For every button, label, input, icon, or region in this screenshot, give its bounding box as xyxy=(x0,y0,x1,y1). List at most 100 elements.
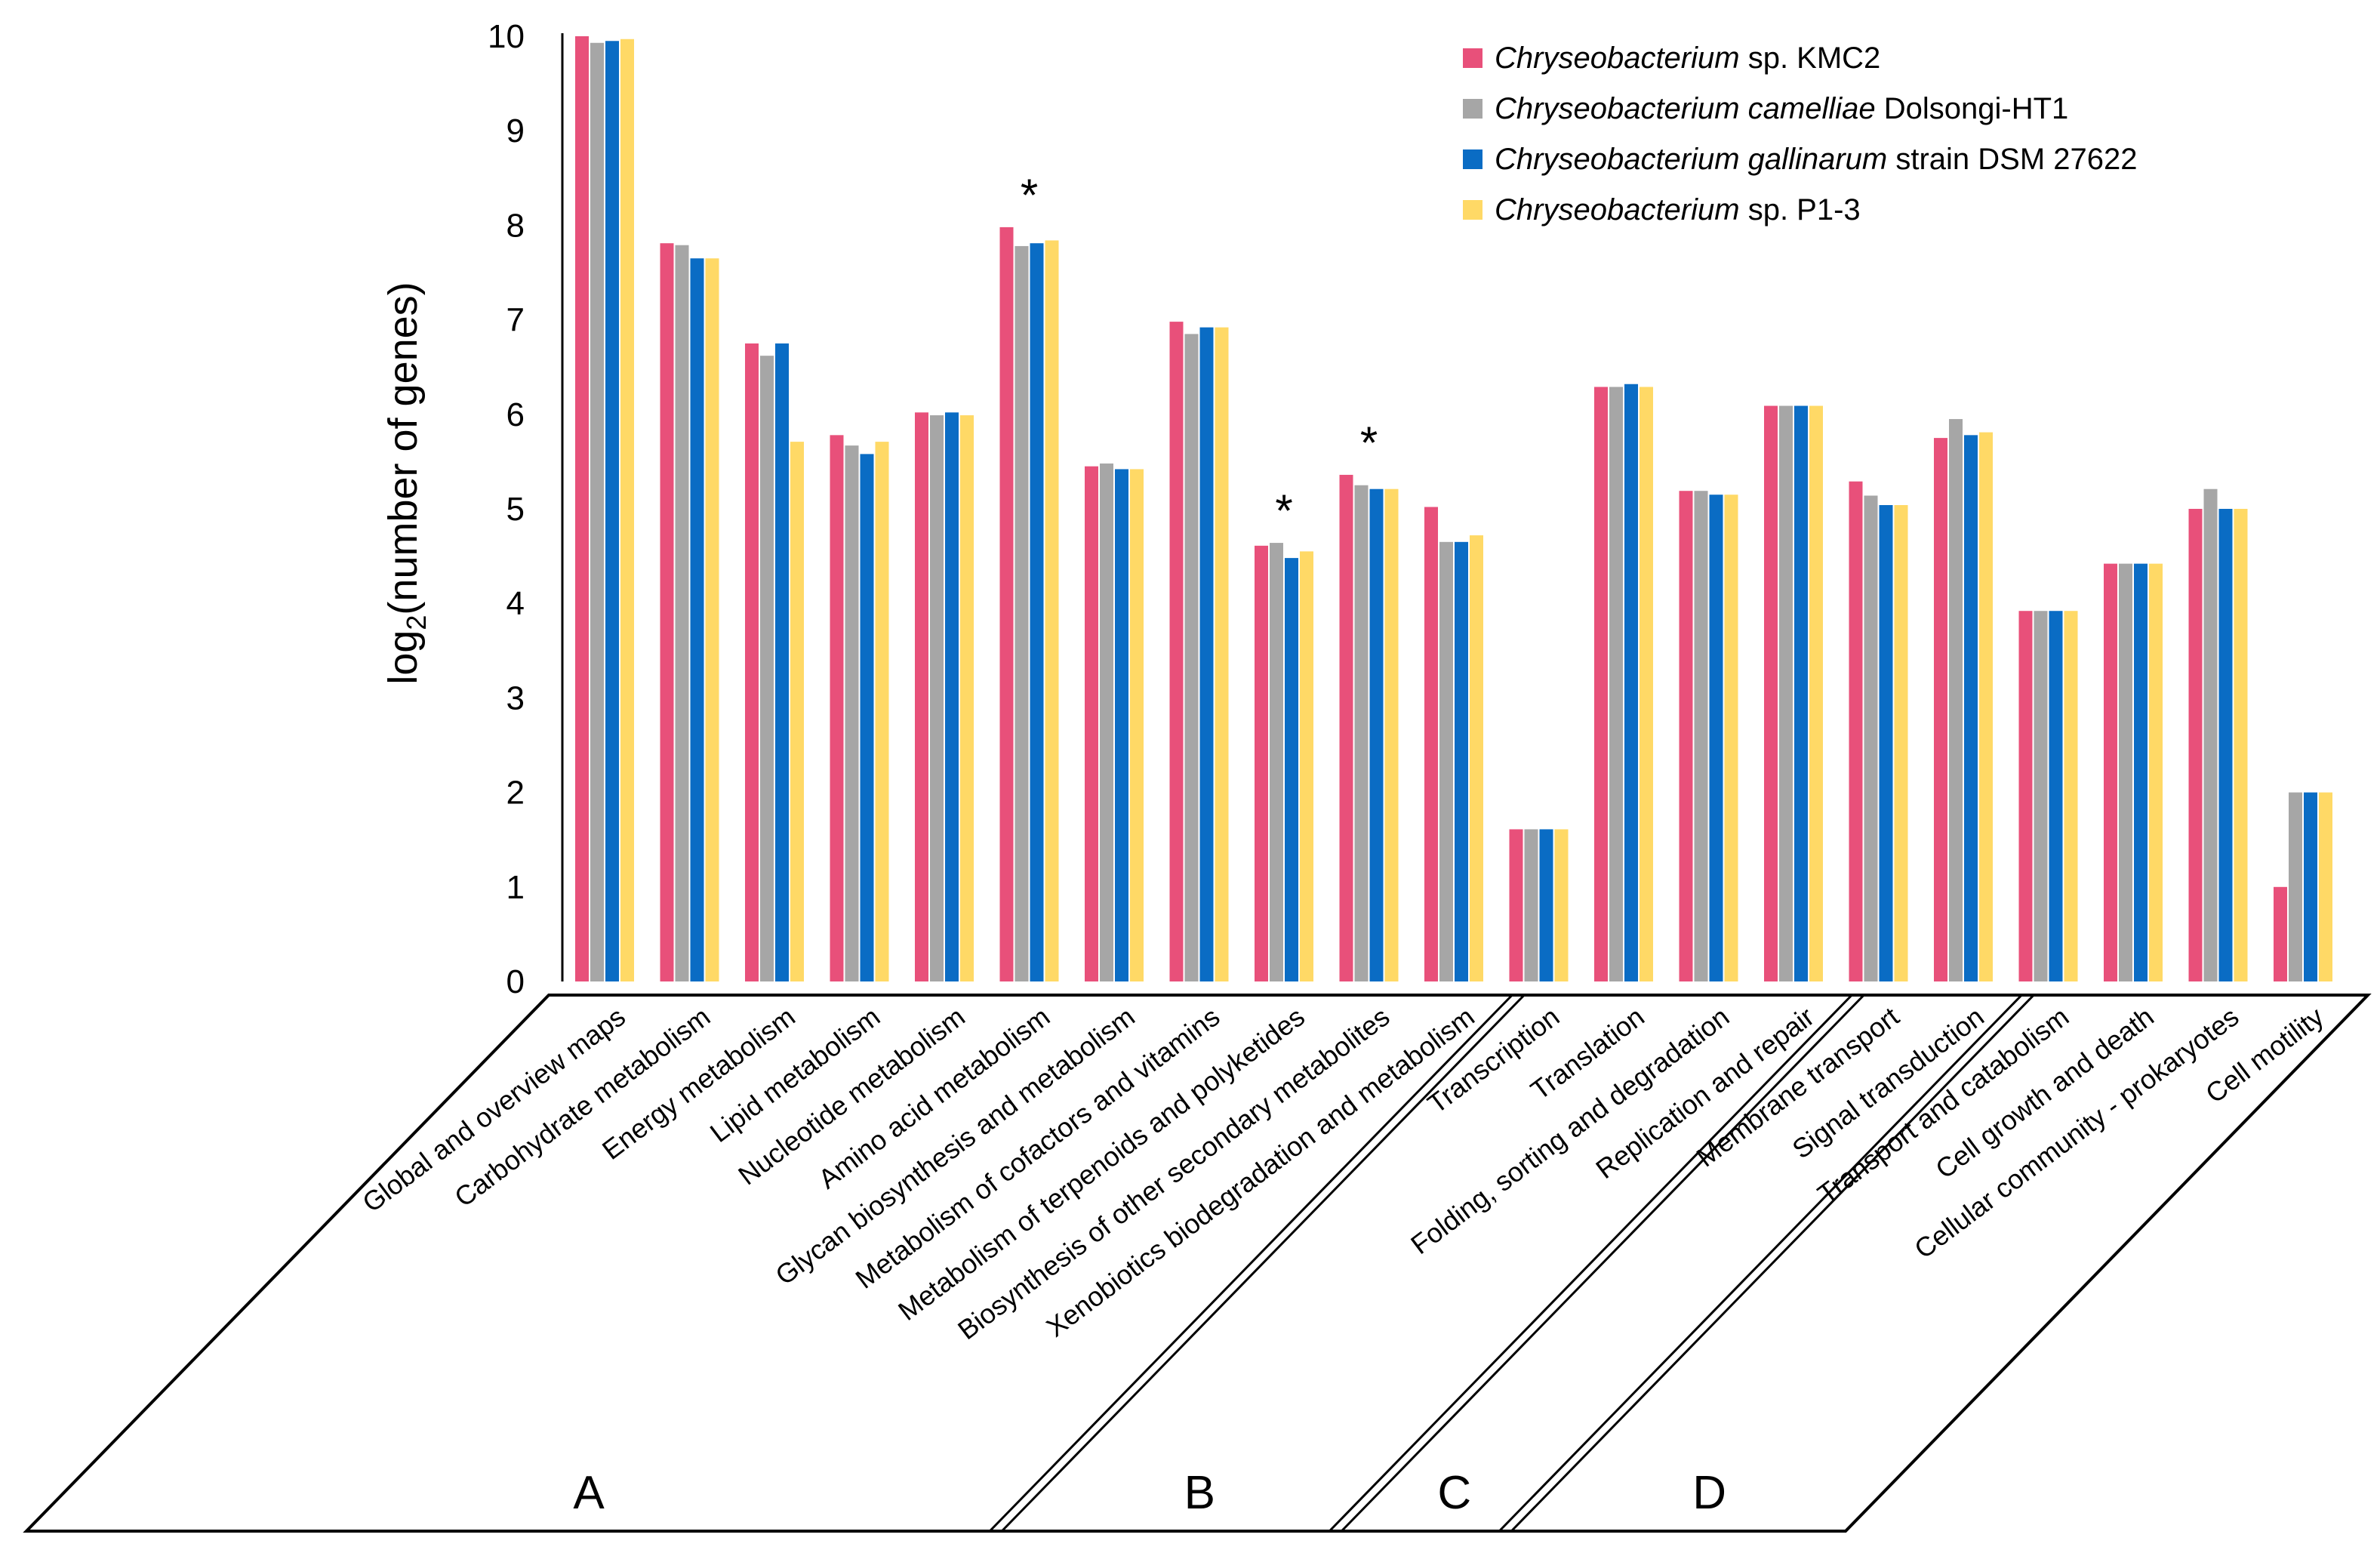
bar xyxy=(1369,488,1384,981)
significance-marker: * xyxy=(1360,418,1378,468)
y-axis: 0 1 2 3 4 5 6 7 8 9 10 xyxy=(488,18,564,1000)
legend-swatch xyxy=(1463,149,1482,169)
bar xyxy=(745,343,759,981)
bar xyxy=(2274,886,2287,981)
annotations: * * * xyxy=(1021,170,1378,536)
bar xyxy=(1184,334,1199,981)
bar xyxy=(1554,829,1569,981)
bar xyxy=(1694,491,1708,981)
y-axis-label-subscript: 2 xyxy=(401,615,432,630)
bar xyxy=(2049,611,2063,981)
category-panel xyxy=(23,994,2372,1533)
bar xyxy=(575,36,589,981)
bar xyxy=(760,356,774,981)
bar xyxy=(1100,463,1113,981)
y-tick-label: 6 xyxy=(506,396,525,433)
bar xyxy=(1169,322,1184,981)
bar xyxy=(915,412,928,981)
y-axis-label-base: log xyxy=(380,630,426,685)
bar xyxy=(1879,504,1893,981)
bar xyxy=(1085,466,1098,981)
bar xyxy=(1045,240,1059,981)
bar xyxy=(790,442,804,981)
y-tick-label: 10 xyxy=(488,18,525,55)
bar xyxy=(1524,829,1538,981)
group-label: B xyxy=(1184,1467,1215,1519)
legend-entry: Chryseobacterium sp. P1-3 xyxy=(1495,193,1861,226)
bar xyxy=(1470,535,1483,981)
bar xyxy=(1215,327,1229,982)
legend-swatch xyxy=(1463,48,1482,68)
bar xyxy=(1794,405,1808,981)
category-panel-outline xyxy=(23,994,2372,1533)
group-divider-line xyxy=(1001,994,1526,1533)
bars xyxy=(575,36,2332,982)
bar xyxy=(1849,481,1863,981)
legend-entry-strain: Dolsongi-HT1 xyxy=(1876,92,2069,125)
bar xyxy=(1539,829,1553,981)
bar xyxy=(2018,611,2033,981)
bar xyxy=(1679,491,1693,981)
y-tick-label: 8 xyxy=(506,207,525,244)
category-groups: A B C D xyxy=(573,1467,1726,1519)
bar xyxy=(1949,419,1963,981)
bar xyxy=(930,415,944,981)
bar xyxy=(590,42,604,981)
bar xyxy=(775,343,789,981)
bar xyxy=(945,412,959,981)
bar xyxy=(999,226,1014,981)
bar xyxy=(1809,405,1823,981)
group-divider-line xyxy=(1510,994,2035,1533)
bar xyxy=(2234,509,2248,981)
bar xyxy=(705,258,719,982)
group-divider-line xyxy=(1341,994,1865,1533)
legend-entry-genus: Chryseobacterium xyxy=(1495,193,1740,226)
bar xyxy=(620,39,634,982)
bar xyxy=(1424,507,1438,981)
bar xyxy=(1864,495,1878,981)
bar xyxy=(1455,541,1468,981)
bar xyxy=(1979,432,1993,981)
legend: Chryseobacterium sp. KMC2Chryseobacteriu… xyxy=(1463,42,2138,226)
bar xyxy=(1779,405,1793,981)
bar xyxy=(1964,435,1978,981)
legend-entry-genus: Chryseobacterium gallinarum xyxy=(1495,143,1887,176)
bar xyxy=(2188,509,2203,981)
legend-entry-genus: Chryseobacterium xyxy=(1495,42,1740,75)
bar xyxy=(1934,438,1947,981)
bar xyxy=(1255,545,1268,981)
bar xyxy=(1439,541,1453,981)
legend-entry-genus: Chryseobacterium camelliae xyxy=(1495,92,1876,125)
bar xyxy=(1894,504,1908,981)
bar xyxy=(1285,558,1298,981)
bar xyxy=(830,435,844,981)
group-divider-line xyxy=(989,994,1513,1533)
group-label: D xyxy=(1692,1467,1726,1519)
bar xyxy=(2034,611,2048,981)
bar xyxy=(1640,387,1653,981)
bar xyxy=(1509,829,1523,981)
y-tick-label: 3 xyxy=(506,679,525,716)
bar xyxy=(845,445,859,981)
bar xyxy=(1724,495,1738,981)
legend-entry: Chryseobacterium camelliae Dolsongi-HT1 xyxy=(1495,92,2068,125)
legend-swatch xyxy=(1463,99,1482,119)
legend-entry-strain: sp. KMC2 xyxy=(1740,42,1881,75)
bar xyxy=(1115,469,1128,981)
bar xyxy=(2104,563,2117,981)
legend-entry: Chryseobacterium sp. KMC2 xyxy=(1495,42,1880,75)
bar xyxy=(1300,551,1313,981)
significance-marker: * xyxy=(1021,170,1038,220)
y-tick-label: 0 xyxy=(506,963,525,1000)
bar xyxy=(2218,509,2233,981)
bar xyxy=(2304,792,2317,981)
group-divider-line xyxy=(1498,994,2023,1533)
bar xyxy=(2203,488,2218,981)
y-axis-label: log2(number of genes) xyxy=(380,282,432,684)
bar xyxy=(1130,469,1144,981)
bar xyxy=(875,442,889,981)
bar xyxy=(1270,543,1283,981)
bar xyxy=(2289,792,2302,981)
bar xyxy=(1709,495,1723,981)
